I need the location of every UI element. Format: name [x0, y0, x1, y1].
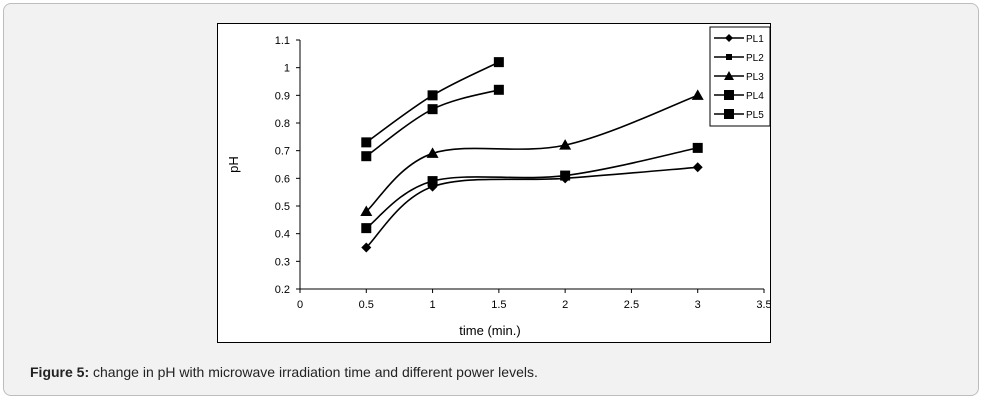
- data-point-pl3: [691, 89, 704, 100]
- x-tick-label: 0: [297, 299, 303, 311]
- y-tick-label: 1: [284, 63, 290, 75]
- legend-marker-pl4: [724, 90, 734, 100]
- data-point-pl4: [427, 104, 438, 115]
- legend-label: PL4: [746, 91, 764, 102]
- legend-marker-pl2: [726, 54, 732, 60]
- y-tick-label: 0.2: [275, 284, 290, 296]
- y-tick-label: 0.4: [275, 229, 290, 241]
- line-chart: 0.2 0.3 0.4 0.5 0.6 0.7 0.8 0.9 1 1.1 0 0.5 1 1.5 2 2.5…: [226, 26, 770, 338]
- figure-panel: 0.2 0.3 0.4 0.5 0.6 0.7 0.8 0.9 1 1.1 0 0.5 1 1.5 2 2.5…: [3, 3, 979, 396]
- caption-text: change in pH with microwave irradiation …: [89, 364, 538, 380]
- x-tick-label: 1: [430, 299, 436, 311]
- x-tick-label: 0.5: [359, 299, 374, 311]
- data-point-pl2: [361, 223, 372, 234]
- chart-area: 0.2 0.3 0.4 0.5 0.6 0.7 0.8 0.9 1 1.1 0 0.5 1 1.5 2 2.5…: [217, 23, 771, 343]
- y-tick-label: 0.8: [275, 118, 290, 130]
- data-point-pl5: [361, 137, 372, 148]
- y-tick-label: 0.6: [275, 173, 290, 185]
- data-point-pl2: [560, 170, 571, 181]
- data-point-pl5: [493, 57, 504, 68]
- y-tick-label: 1.1: [275, 35, 290, 47]
- series-line-pl5: [365, 61, 500, 144]
- x-tick-label: 2: [562, 299, 568, 311]
- data-point-pl4: [361, 151, 372, 162]
- data-point-pl3: [360, 205, 373, 217]
- legend-marker-pl3: [724, 71, 734, 80]
- x-tick-label: 3.5: [756, 299, 770, 311]
- data-point-pl1: [361, 242, 372, 253]
- figure-caption: Figure 5: change in pH with microwave ir…: [30, 364, 538, 380]
- x-axis-label: time (min.): [459, 323, 520, 338]
- series-line-pl3: [365, 94, 698, 213]
- data-point-pl3: [426, 147, 439, 158]
- legend-label: PL1: [746, 34, 764, 45]
- x-tick-label: 2.5: [624, 299, 639, 311]
- data-point-pl3: [559, 139, 572, 150]
- x-tick-label: 1.5: [491, 299, 506, 311]
- legend-marker-pl5: [724, 109, 734, 119]
- data-point-pl4: [493, 84, 504, 95]
- y-tick-label: 0.3: [275, 256, 290, 268]
- series-line-pl1: [365, 166, 698, 249]
- data-point-pl5: [427, 90, 438, 101]
- data-point-pl1: [692, 162, 703, 173]
- legend-marker-pl1: [725, 34, 733, 42]
- y-tick-label: 0.9: [275, 90, 290, 102]
- legend-label: PL5: [746, 110, 764, 121]
- y-axis-label: pH: [226, 156, 241, 173]
- caption-label: Figure 5:: [30, 364, 90, 380]
- data-point-pl2: [427, 176, 438, 187]
- series-line-pl2: [365, 147, 698, 229]
- data-point-pl2: [692, 142, 703, 153]
- y-tick-label: 0.7: [275, 146, 290, 158]
- legend-label: PL2: [746, 53, 764, 64]
- legend-label: PL3: [746, 72, 764, 83]
- x-tick-label: 3: [695, 299, 701, 311]
- y-tick-label: 0.5: [275, 201, 290, 213]
